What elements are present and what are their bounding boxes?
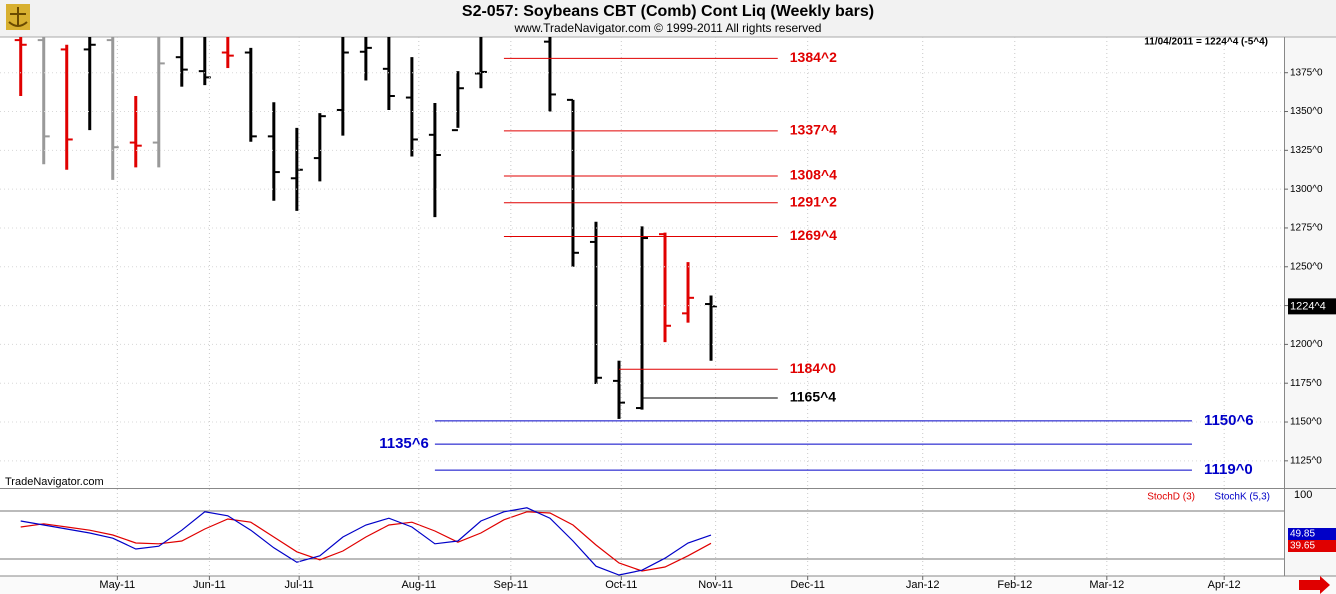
value-tag <box>1288 528 1336 540</box>
x-axis-band <box>0 576 1336 594</box>
level-label: 1291^2 <box>790 193 837 209</box>
price-bar <box>428 102 441 218</box>
watermark: TradeNavigator.com <box>5 476 104 488</box>
price-bar <box>152 37 165 168</box>
value-tag-label: 49.85 <box>1290 529 1315 540</box>
y-tick-label: 1175^0 <box>1290 378 1322 389</box>
price-bar <box>106 37 119 180</box>
level-label: 1165^4 <box>790 389 837 405</box>
price-bar <box>566 98 579 267</box>
y-tick-label: 1150^0 <box>1290 417 1322 428</box>
price-bar <box>405 57 418 157</box>
title-band <box>0 0 1336 37</box>
x-tick-label: May-11 <box>99 579 135 591</box>
stoch-line <box>20 511 712 572</box>
y-tick-label: 1375^0 <box>1290 67 1323 78</box>
y-tick-label: 1325^0 <box>1290 145 1323 156</box>
level-label: 1150^6 <box>1204 412 1254 429</box>
y-tick-label: 1350^0 <box>1290 106 1323 117</box>
x-tick-label: Feb-12 <box>997 579 1032 591</box>
price-tag <box>1288 298 1336 315</box>
price-bar <box>14 37 27 96</box>
price-bar <box>129 95 142 168</box>
price-tag-label: 1224^4 <box>1290 300 1326 312</box>
price-bar <box>221 37 234 69</box>
price-bar <box>83 37 96 131</box>
x-tick-label: Sep-11 <box>494 579 529 591</box>
x-tick-label: Oct-11 <box>605 579 637 591</box>
chart-title: S2-057: Soybeans CBT (Comb) Cont Liq (We… <box>462 3 874 20</box>
price-bar <box>612 360 625 419</box>
price-bar <box>659 232 672 343</box>
value-tag <box>1288 540 1336 552</box>
x-tick-label: Apr-12 <box>1208 579 1241 591</box>
level-label: 1269^4 <box>790 227 837 243</box>
price-plot <box>14 37 718 419</box>
price-bar <box>290 127 303 211</box>
level-label: 1135^6 <box>379 435 429 452</box>
level-label: 1384^2 <box>790 49 837 65</box>
info: 11/04/2011 = 1224^4 (-5^4) <box>1144 37 1268 48</box>
legend-label: StochK (5,3) <box>1214 492 1270 503</box>
price-bar <box>267 102 280 201</box>
price-bar <box>705 295 718 361</box>
price-bar <box>60 44 73 170</box>
chart-subtitle: www.TradeNavigator.com © 1999-2011 All r… <box>514 21 822 35</box>
x-tick-label: Dec-11 <box>790 579 825 591</box>
price-bar <box>244 47 257 142</box>
price-bar <box>451 71 464 132</box>
stoch-line <box>20 507 712 576</box>
level-label: 1308^4 <box>790 167 837 183</box>
price-bar <box>37 37 50 165</box>
x-tick-label: Mar-12 <box>1089 579 1124 591</box>
price-bar <box>382 37 395 110</box>
price-bar <box>175 37 188 87</box>
level-label: 1337^4 <box>790 122 837 138</box>
price-bar <box>313 113 326 182</box>
legend-label: StochD (3) <box>1147 492 1195 503</box>
price-bar <box>636 226 648 410</box>
x-tick-label: Nov-11 <box>698 579 733 591</box>
y-tick-label: 1125^0 <box>1290 455 1322 466</box>
level-label: 1184^0 <box>790 360 837 376</box>
x-tick-label: Jan-12 <box>906 579 940 591</box>
logo <box>6 4 30 30</box>
price-bar <box>682 262 695 323</box>
y-tick-label: 1200^0 <box>1290 339 1323 350</box>
value-tag-label: 39.65 <box>1290 541 1315 552</box>
scroll-arrow[interactable] <box>1299 576 1330 594</box>
level-label: 1119^0 <box>1204 461 1253 478</box>
price-bar <box>543 37 556 112</box>
price-bar <box>474 37 487 89</box>
y-tick-label: 100 <box>1294 489 1312 501</box>
y-tick-label: 1250^0 <box>1290 261 1323 272</box>
y-tick-label: 1300^0 <box>1290 184 1323 195</box>
x-tick-label: Jun-11 <box>193 579 226 591</box>
price-bar <box>589 221 602 384</box>
y-tick-label: 1275^0 <box>1290 223 1323 234</box>
price-bar <box>359 37 372 81</box>
stoch-plot <box>0 507 1284 576</box>
price-bar <box>336 37 349 136</box>
x-tick-label: Aug-11 <box>401 579 436 591</box>
x-tick-label: Jul-11 <box>285 579 314 591</box>
